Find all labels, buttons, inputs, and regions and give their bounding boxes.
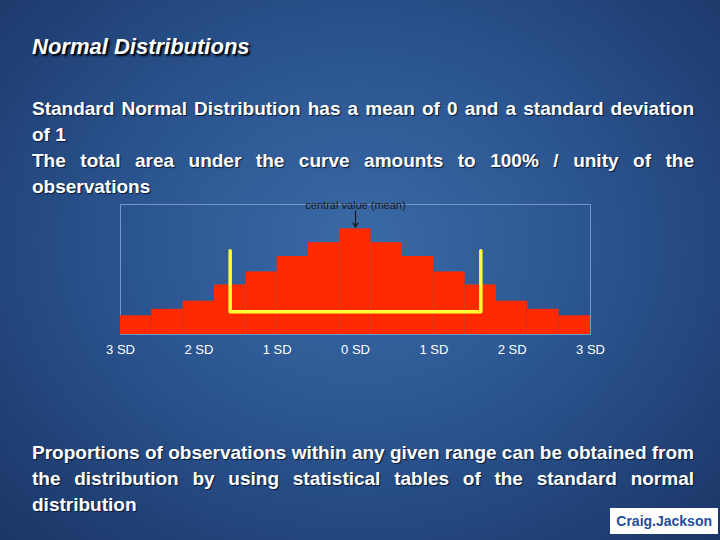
- html-text:The total area under the curve: The total area under the curve amounts t…: [32, 150, 694, 197]
- svg-text:central value (mean): central value (mean): [305, 199, 405, 211]
- svg-text:2 SD: 2 SD: [498, 342, 527, 357]
- html-text:Craig.Jackson: Craig.Jackson: [616, 513, 712, 529]
- svg-text:1 SD: 1 SD: [419, 342, 448, 357]
- html-text:Standard Normal Distribution h: Standard Normal Distribution has a mean …: [32, 98, 694, 145]
- svg-text:3 SD: 3 SD: [106, 342, 135, 357]
- html-text:Normal Distributions: Normal Distributions: [32, 34, 250, 59]
- svg-text:3 SD: 3 SD: [576, 342, 605, 357]
- html-text:Proportions of observations wi: Proportions of observations within any g…: [32, 442, 694, 515]
- svg-text:2 SD: 2 SD: [184, 342, 213, 357]
- svg-text:0 SD: 0 SD: [341, 342, 370, 357]
- svg-text:1 SD: 1 SD: [263, 342, 292, 357]
